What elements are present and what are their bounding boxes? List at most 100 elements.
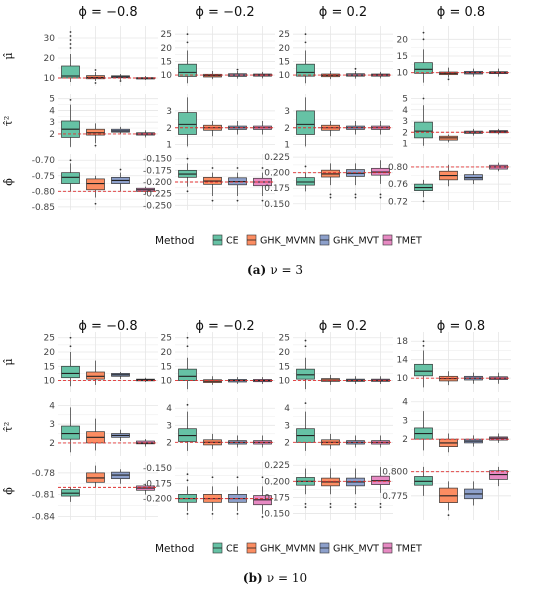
y-tick-label: 15	[279, 362, 290, 372]
y-tick-label: 0.150	[264, 200, 290, 210]
y-tick-label: 2	[49, 130, 55, 140]
outlier-point	[69, 47, 72, 49]
y-tick-label: 18	[397, 337, 409, 347]
y-tick-label: -0.150	[143, 464, 172, 474]
legend-label: GHK_MVT	[333, 236, 379, 247]
box-ce	[61, 172, 80, 184]
outlier-point	[447, 78, 450, 81]
y-tick-label: 0.80	[388, 163, 408, 173]
outlier-point	[186, 41, 189, 44]
outlier-point	[261, 167, 264, 169]
box-ce	[178, 368, 197, 381]
outlier-point	[379, 196, 382, 199]
box-ce	[296, 63, 315, 77]
outlier-point	[261, 476, 264, 479]
figure-caption: (a) ν = 3	[247, 263, 303, 277]
outlier-point	[211, 512, 214, 515]
figure-caption: (b) ν = 10	[243, 571, 307, 585]
y-tick-label: 3	[49, 118, 55, 128]
y-tick-label: 10	[397, 69, 409, 79]
outlier-point	[422, 340, 425, 343]
outlier-point	[447, 514, 450, 517]
outlier-point	[304, 339, 307, 342]
outlier-point	[329, 506, 332, 509]
outlier-point	[304, 506, 307, 509]
y-tick-label: 15	[279, 57, 290, 67]
y-tick-label: 4	[49, 106, 55, 116]
y-tick-label: -0.200	[143, 495, 172, 505]
outlier-point	[236, 199, 239, 202]
outlier-point	[304, 165, 307, 168]
column-title: ϕ = −0.2	[195, 5, 254, 20]
legend: Method CE GHK_MVMN GHK_MVT TMET	[155, 234, 422, 247]
y-tick-label: -0.250	[143, 201, 172, 211]
column-title: ϕ = 0.8	[437, 319, 485, 334]
outlier-point	[69, 159, 72, 162]
y-tick-label: 15	[161, 57, 172, 67]
outlier-point	[236, 167, 239, 169]
y-tick-label: 0.150	[264, 510, 290, 520]
outlier-point	[422, 38, 425, 41]
y-tick-label: 25	[279, 334, 290, 344]
y-tick-label: 1	[284, 141, 290, 151]
y-tick-label: 10	[279, 71, 291, 81]
column-title: ϕ = −0.2	[195, 319, 254, 334]
panel: 2 3 4	[402, 398, 511, 456]
outlier-point	[422, 200, 425, 203]
outlier-point	[186, 33, 189, 36]
column-title: ϕ = −0.8	[78, 319, 137, 334]
panel: 10 15 20	[397, 26, 511, 86]
legend-title: Method	[155, 235, 194, 247]
box-ce	[414, 121, 433, 139]
row-label: μ̂	[2, 52, 15, 59]
y-tick-label: 10	[44, 74, 56, 84]
row-label: ϕ̂	[2, 487, 15, 495]
panel: 10 15 20 25	[279, 26, 393, 86]
y-tick-label: 1	[166, 141, 172, 151]
outlier-point	[186, 336, 189, 339]
outlier-point	[304, 33, 307, 36]
legend-label: TMET	[395, 236, 422, 247]
y-tick-label: 0.175	[264, 493, 290, 503]
box-ghk_mvmn	[86, 371, 105, 380]
box-ce	[296, 177, 315, 186]
y-tick-label: 30	[44, 34, 56, 44]
box-ce	[414, 62, 433, 74]
y-tick-label: 4	[284, 404, 290, 414]
panel: 2 3 4	[284, 398, 393, 456]
outlier-point	[119, 80, 122, 82]
outlier-point	[261, 199, 264, 202]
outlier-point	[94, 144, 97, 147]
panel: 10 15 20 25	[44, 332, 158, 392]
outlier-point	[354, 193, 357, 196]
y-tick-label: -0.80	[32, 187, 56, 197]
outlier-point	[379, 502, 382, 505]
panel: 1 2 3	[166, 94, 275, 151]
outlier-point	[304, 345, 307, 348]
y-tick-label: 10	[161, 71, 173, 81]
y-tick-label: 1	[402, 140, 408, 150]
y-tick-label: 4	[402, 398, 408, 408]
outlier-point	[211, 167, 214, 169]
box-ce	[178, 112, 197, 135]
outlier-point	[69, 98, 72, 101]
panel: 2 3 4	[49, 398, 158, 456]
outlier-point	[94, 202, 97, 205]
panel: 2 3 4	[166, 398, 275, 456]
outlier-point	[379, 193, 382, 196]
outlier-point	[69, 336, 72, 339]
y-tick-label: 25	[279, 30, 290, 40]
y-tick-label: 10	[161, 377, 173, 387]
legend: Method CE GHK_MVMN GHK_MVT TMET	[155, 542, 422, 555]
y-tick-label: -0.175	[143, 479, 172, 489]
outlier-point	[354, 67, 357, 70]
y-tick-label: -0.85	[32, 203, 55, 213]
y-tick-label: 0.775	[382, 492, 408, 502]
column-title: ϕ = −0.8	[78, 5, 137, 20]
y-tick-label: 3	[284, 421, 290, 431]
y-tick-label: 3	[49, 420, 55, 430]
legend-label: GHK_MVMN	[260, 544, 315, 555]
panel: -0.84 -0.81 -0.78	[32, 462, 158, 522]
y-tick-label: 2	[402, 435, 408, 445]
